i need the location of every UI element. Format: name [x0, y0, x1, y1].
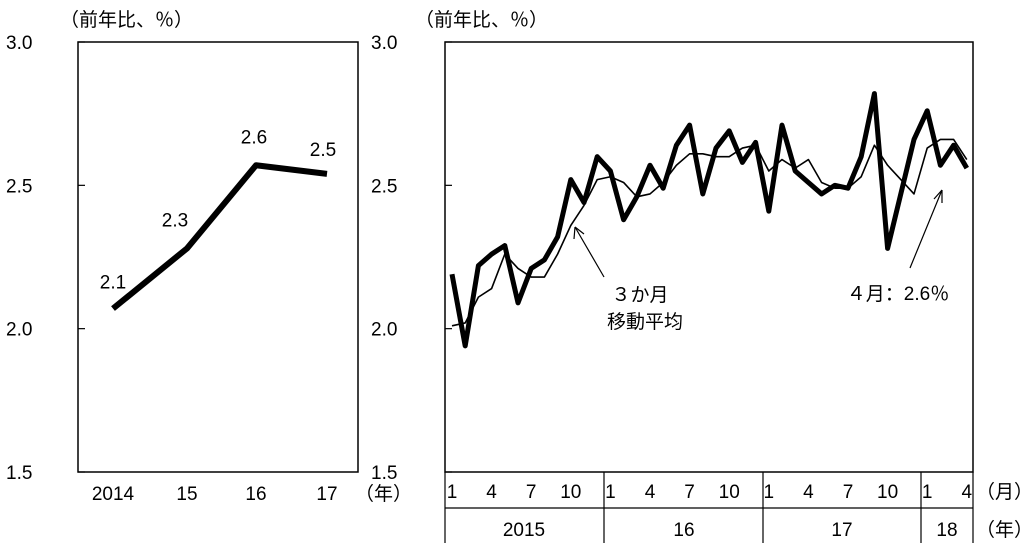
right-month-tick-label: 10: [560, 482, 581, 503]
right-y-tick-label: 2.0: [371, 320, 397, 341]
left-series-group: [111, 162, 328, 311]
annual-chart: （前年比、％） 3.02.52.01.5 2014 15 16 17 （年） 2.12…: [6, 9, 412, 505]
left-y-tick-label: 2.5: [6, 176, 32, 197]
right-month-tick-label: 4: [962, 482, 973, 503]
left-x-axis-label: （年）: [355, 483, 412, 505]
left-series-line: [111, 162, 328, 311]
right-month-tick-label: 1: [764, 482, 775, 503]
right-month-ticks: 1 4 7 10 1 4 7 10 1 4 7 10 1 4: [447, 482, 973, 503]
left-unit-label: （前年比、％）: [60, 9, 193, 31]
right-year-groups: 2015 16 17 18: [503, 472, 958, 543]
right-month-tick-label: 1: [605, 482, 616, 503]
left-x-tick-label: 17: [316, 484, 337, 505]
right-series-group: [449, 91, 969, 349]
april-value-label: ４月：2.6％: [847, 284, 949, 305]
left-y-tick-label: 2.0: [6, 320, 32, 341]
monthly-chart: （前年比、％） 3.0 2.5 2.0 1.5 1 4 7 10 1 4 7 10 1 4 7 10 1 4 2…: [371, 9, 1033, 543]
right-month-tick-label: 1: [447, 482, 458, 503]
year-axis-label: （年）: [976, 519, 1033, 541]
left-x-tick-label: 15: [176, 484, 197, 505]
right-month-tick-label: 4: [803, 482, 814, 503]
april-annotation: ４月：2.6％: [847, 189, 949, 305]
right-month-tick-label: 1: [922, 482, 933, 503]
right-y-tick-label: 2.5: [371, 176, 397, 197]
moving-average-label-line1: ３か月: [611, 285, 668, 306]
right-y-tick-label: 1.5: [371, 463, 397, 484]
left-x-tick-label: 16: [245, 484, 266, 505]
left-data-label: 2.6: [241, 127, 267, 148]
right-month-tick-label: 4: [645, 482, 656, 503]
left-data-label: 2.5: [310, 140, 336, 161]
month-axis-label: （月）: [976, 481, 1033, 503]
right-y-axis: 3.0 2.5 2.0 1.5: [371, 33, 452, 484]
left-data-label: 2.1: [100, 273, 126, 294]
left-data-labels: 2.1 2.3 2.6 2.5: [100, 127, 336, 293]
monthly-series-line: [449, 91, 969, 349]
right-month-tick-label: 7: [843, 482, 854, 503]
right-month-tick-label: 4: [486, 482, 497, 503]
left-y-tick-label: 1.5: [6, 463, 32, 484]
moving-average-annotation: ３か月 移動平均: [573, 226, 683, 333]
right-y-tick-label: 3.0: [371, 33, 397, 54]
right-month-tick-label: 7: [526, 482, 537, 503]
right-year-group-label: 2015: [503, 520, 545, 541]
left-data-label: 2.3: [162, 210, 188, 231]
left-plot-frame: [77, 41, 359, 473]
left-x-axis: 2014 15 16 17: [92, 484, 338, 505]
right-month-tick-label: 10: [877, 482, 898, 503]
left-y-axis: 3.0 2.5 2.0 1.5: [6, 33, 85, 484]
right-month-tick-label: 7: [684, 482, 695, 503]
right-plot-frame: [444, 41, 974, 473]
left-x-tick-label: 2014: [92, 484, 135, 505]
right-year-group-label: 16: [673, 520, 694, 541]
right-unit-label: （前年比、％）: [415, 9, 548, 31]
left-y-tick-label: 3.0: [6, 33, 32, 54]
right-year-group-label: 18: [936, 520, 957, 541]
right-year-group-label: 17: [831, 520, 852, 541]
right-x-axis: [444, 472, 974, 543]
moving-average-label-line2: 移動平均: [607, 311, 683, 333]
right-month-tick-label: 10: [719, 482, 740, 503]
